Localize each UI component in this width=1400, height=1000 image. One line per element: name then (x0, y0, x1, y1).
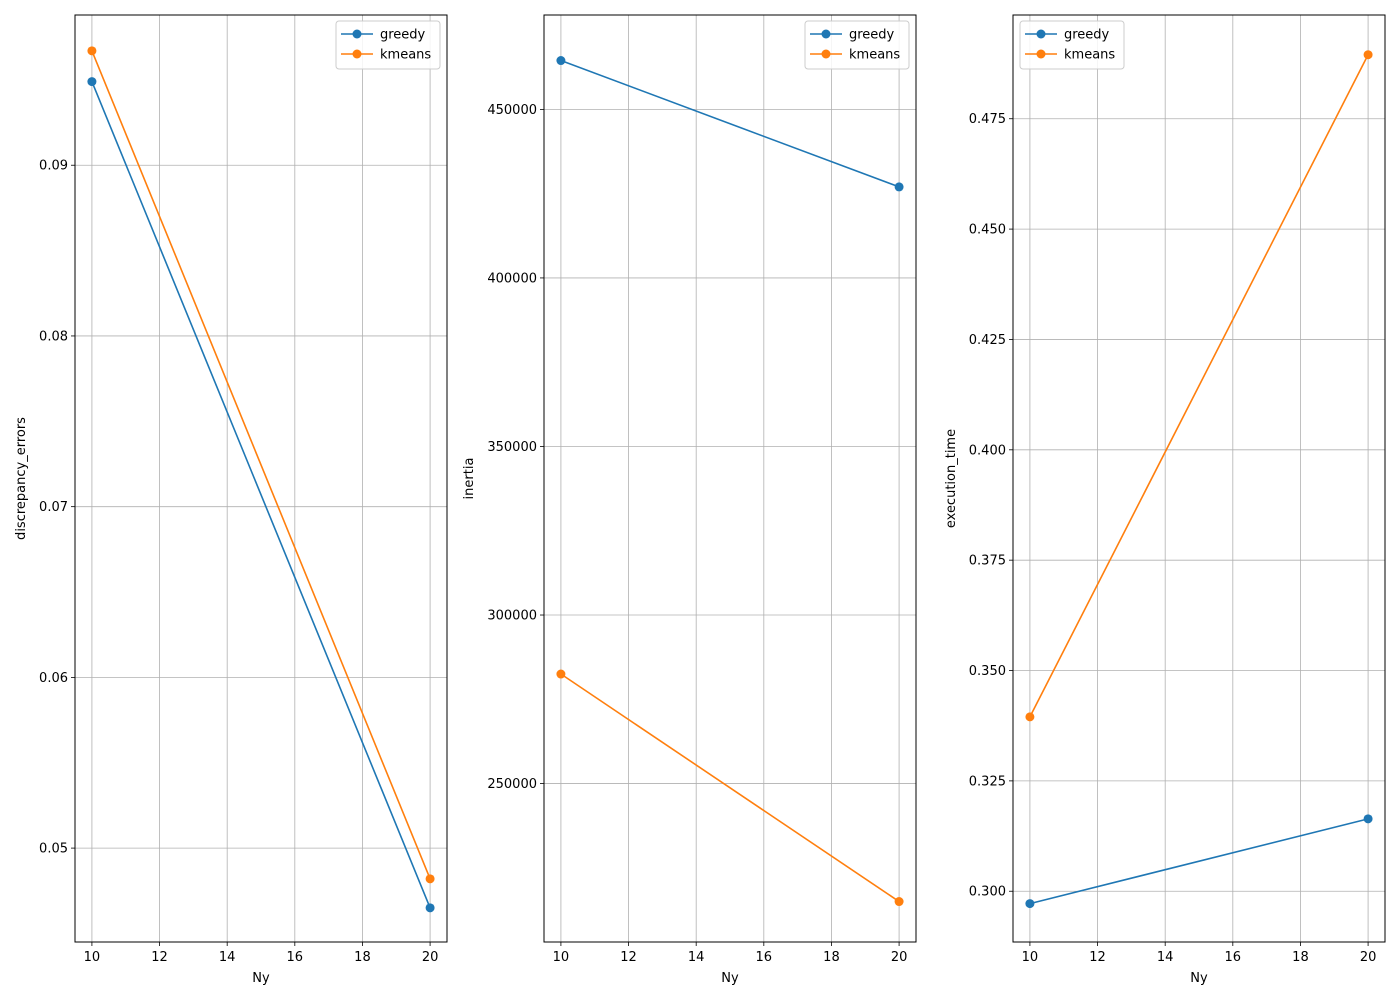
y-tick-label: 0.06 (39, 671, 68, 686)
x-tick-label: 16 (287, 950, 304, 965)
x-tick-label: 14 (219, 950, 236, 965)
legend: greedy kmeans (1019, 20, 1125, 70)
x-tick-label: 18 (1292, 950, 1309, 965)
legend-marker-greedy (821, 29, 831, 39)
x-tick-label: 18 (823, 950, 840, 965)
legend-marker-greedy (352, 29, 362, 39)
x-axis-label: Ny (1190, 971, 1208, 986)
chart-panel-1: 10 12 14 16 18 20 0.05 0.06 0.07 0.08 0.09 Ny discre… (14, 14, 448, 986)
y-tick-label: 0.325 (969, 774, 1006, 789)
legend: greedy kmeans (804, 20, 910, 70)
legend-marker-greedy (1036, 29, 1046, 39)
y-tick-label: 350000 (487, 440, 537, 455)
data-point-kmeans (1363, 50, 1373, 60)
legend-box (804, 20, 910, 70)
x-tick-label: 12 (620, 950, 637, 965)
legend: greedy kmeans (335, 20, 441, 70)
legend-label-greedy: greedy (380, 28, 426, 43)
y-tick-label: 400000 (487, 271, 537, 286)
data-point-greedy (1025, 899, 1035, 909)
legend-marker-kmeans (821, 49, 831, 59)
series-line-kmeans (560, 673, 900, 903)
series-line-greedy (91, 81, 431, 909)
y-axis-label: inertia (462, 458, 477, 500)
data-point-greedy (1363, 814, 1373, 824)
x-tick-label: 18 (354, 950, 371, 965)
y-tick-label: 300000 (487, 609, 537, 624)
data-point-greedy (894, 182, 904, 192)
y-tick-label: 0.09 (39, 159, 68, 174)
x-tick-label: 12 (151, 950, 168, 965)
series-line-kmeans (1029, 54, 1369, 718)
legend-label-kmeans: kmeans (1064, 48, 1115, 63)
y-tick-label: 450000 (487, 103, 537, 118)
x-tick-label: 14 (1157, 950, 1174, 965)
plot-frame (543, 14, 917, 943)
y-tick-label: 0.475 (969, 112, 1006, 127)
y-tick-label: 250000 (487, 777, 537, 792)
x-tick-label: 12 (1089, 950, 1106, 965)
y-axis-label: execution_time (944, 429, 959, 528)
legend-label-greedy: greedy (849, 28, 895, 43)
plot-frame (74, 14, 448, 943)
legend-marker-kmeans (352, 49, 362, 59)
x-tick-label: 20 (891, 950, 908, 965)
series-line-greedy (1029, 818, 1369, 905)
x-tick-label: 10 (553, 950, 570, 965)
chart-panel-2: 10 12 14 16 18 20 250000 300000 350000 400000 4500… (462, 14, 917, 986)
y-tick-label: 0.08 (39, 329, 68, 344)
x-tick-label: 16 (1225, 950, 1242, 965)
legend-label-greedy: greedy (1064, 28, 1110, 43)
plot-frame (1012, 14, 1386, 943)
x-tick-label: 14 (688, 950, 705, 965)
x-tick-label: 10 (1022, 950, 1039, 965)
legend-label-kmeans: kmeans (849, 48, 900, 63)
y-tick-label: 0.375 (969, 554, 1006, 569)
legend-box (335, 20, 441, 70)
y-tick-label: 0.350 (969, 664, 1006, 679)
y-tick-label: 0.425 (969, 333, 1006, 348)
x-axis-label: Ny (252, 971, 270, 986)
y-tick-label: 0.450 (969, 223, 1006, 238)
x-tick-label: 16 (756, 950, 773, 965)
data-point-greedy (425, 903, 435, 913)
legend-box (1019, 20, 1125, 70)
y-tick-label: 0.05 (39, 842, 68, 857)
series-line-greedy (560, 59, 900, 188)
y-tick-label: 0.300 (969, 885, 1006, 900)
data-point-kmeans (87, 46, 97, 56)
y-tick-label: 0.400 (969, 443, 1006, 458)
y-tick-label: 0.07 (39, 500, 68, 515)
data-point-greedy (87, 77, 97, 87)
x-tick-label: 10 (84, 950, 101, 965)
x-tick-label: 20 (1360, 950, 1377, 965)
data-point-greedy (556, 56, 566, 66)
x-axis-label: Ny (721, 971, 739, 986)
x-tick-label: 20 (422, 950, 439, 965)
data-point-kmeans (894, 897, 904, 907)
legend-label-kmeans: kmeans (380, 48, 431, 63)
y-axis-label: discrepancy_errors (14, 417, 29, 540)
chart-panel-3: 10 12 14 16 18 20 0.300 0.325 0.350 0.375 0.400 0.4… (944, 14, 1386, 986)
data-point-kmeans (425, 874, 435, 884)
data-point-kmeans (556, 669, 566, 679)
series-line-kmeans (91, 50, 431, 880)
legend-marker-kmeans (1036, 49, 1046, 59)
data-point-kmeans (1025, 712, 1035, 722)
